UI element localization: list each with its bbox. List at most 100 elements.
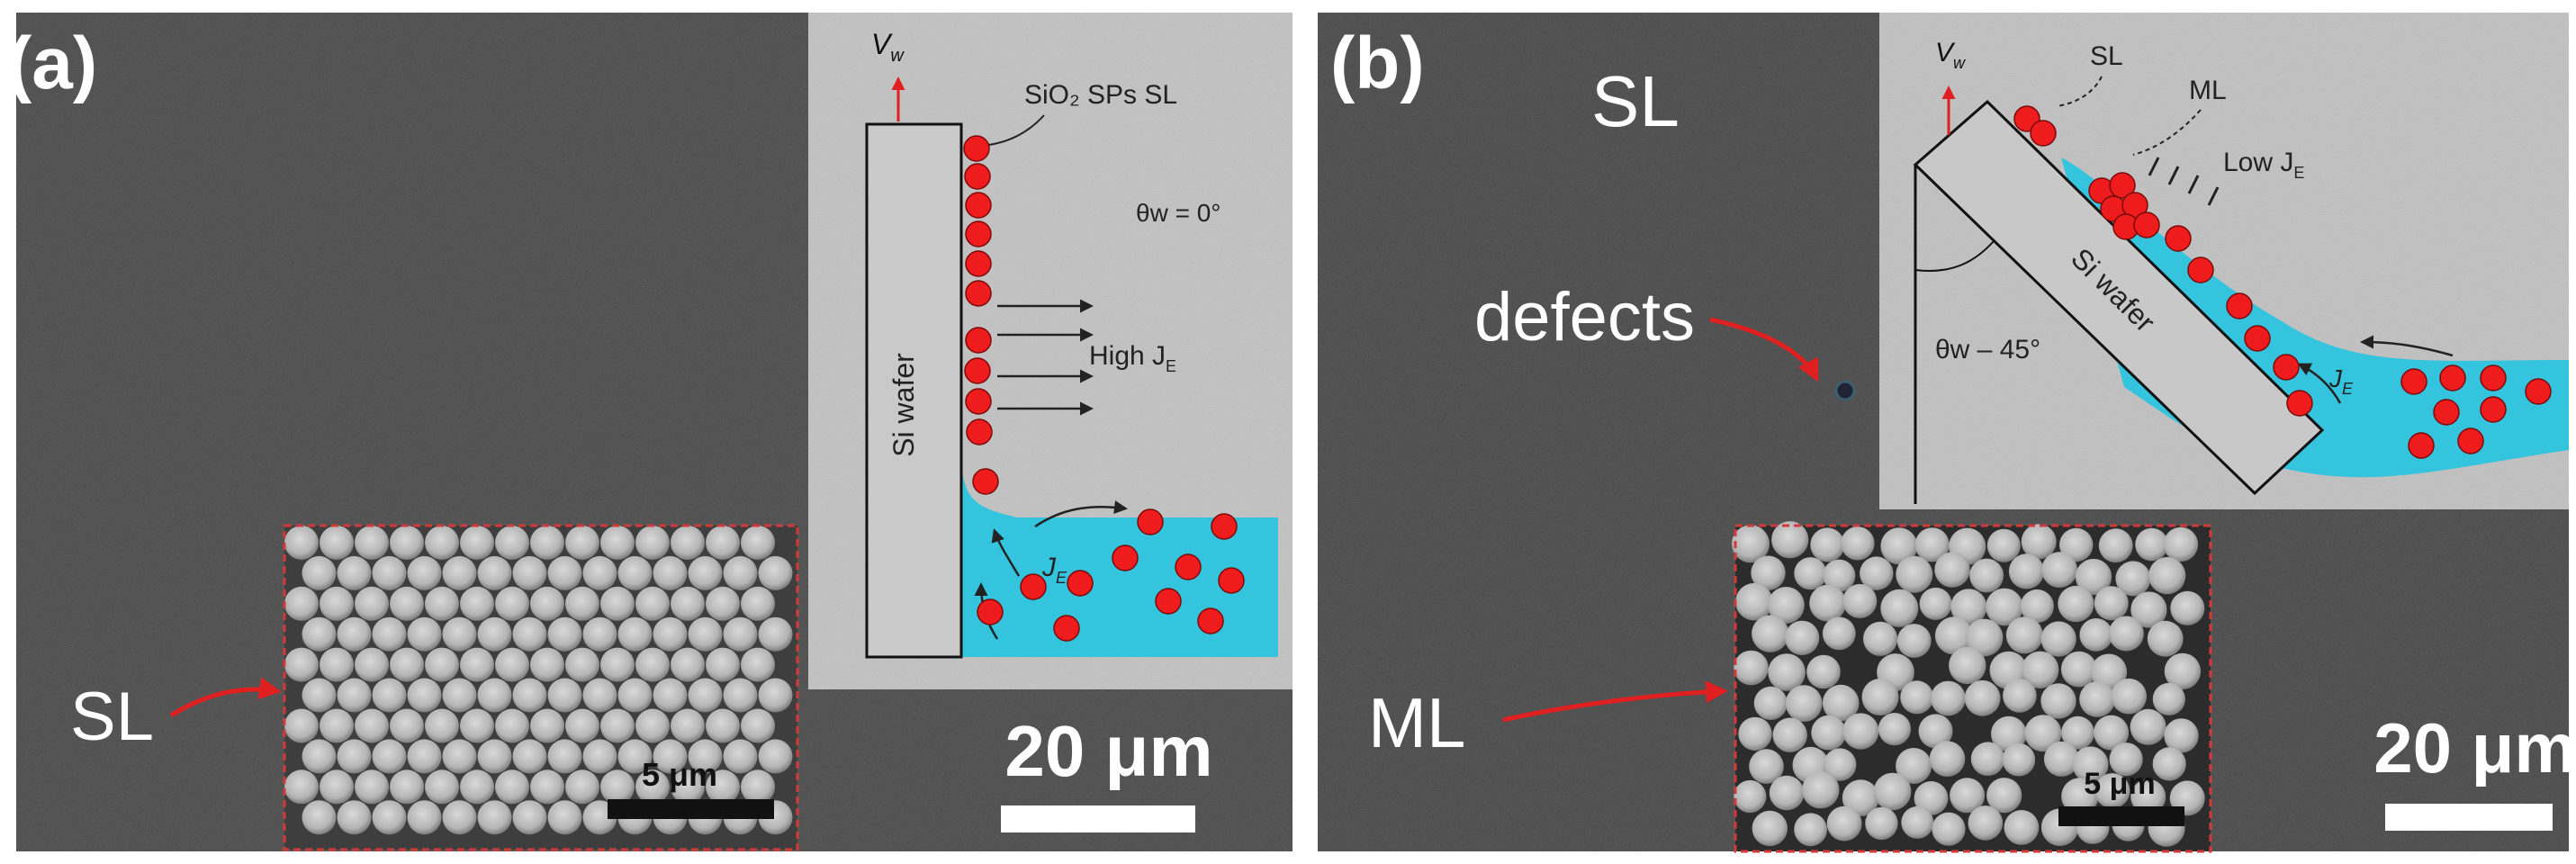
sphere (1752, 615, 1789, 652)
sphere (2079, 618, 2113, 652)
sphere (653, 616, 688, 652)
sphere (1772, 717, 1807, 752)
sphere (302, 555, 337, 590)
packed-spheres-a (284, 526, 793, 835)
ml-label-b: ML (1368, 683, 1465, 762)
sphere (2135, 527, 2168, 562)
sphere (1969, 558, 2004, 593)
sphere (1896, 624, 1932, 658)
velocity-label-a: Vw (871, 28, 905, 66)
flow-arrows-b (2297, 335, 2454, 404)
sphere (1811, 715, 1847, 751)
sphere (565, 526, 599, 560)
panel-label-a: (a) (7, 22, 97, 104)
sphere (407, 800, 442, 835)
panel-b: Si wafer θw – 45° Vw SL ML Low JE (1318, 13, 2576, 853)
sphere (1880, 589, 1919, 627)
sphere (723, 616, 758, 652)
sphere (425, 708, 459, 743)
sphere (547, 555, 582, 590)
sphere (442, 678, 477, 713)
sphere (337, 800, 372, 835)
sphere (372, 555, 407, 590)
zoom-inset-b: 5 μm (1732, 521, 2212, 853)
zoom-scale-label-b: 5 μm (2084, 767, 2155, 801)
sphere (635, 647, 670, 682)
sphere (1842, 779, 1879, 816)
sphere (407, 555, 442, 590)
scale-bar-b (2385, 804, 2553, 831)
sphere (512, 555, 547, 590)
sphere (372, 800, 407, 835)
sphere (302, 678, 337, 713)
sphere (390, 586, 424, 621)
scale-bar-a (1001, 806, 1195, 832)
sphere (512, 739, 547, 774)
sphere (1771, 521, 1809, 559)
sphere (2022, 651, 2059, 688)
sphere (2163, 526, 2199, 562)
sphere (582, 678, 617, 713)
sphere (1914, 781, 1949, 815)
sphere (2152, 747, 2186, 781)
sphere (337, 678, 372, 713)
sphere (284, 647, 319, 682)
sphere (2108, 616, 2144, 652)
sphere (1950, 778, 1986, 814)
sphere (1932, 812, 1966, 846)
sphere (460, 586, 494, 621)
sphere (547, 739, 582, 774)
schematic-inset-b: Si wafer θw – 45° Vw SL ML Low JE (1879, 13, 2569, 509)
sphere (2040, 621, 2076, 657)
sphere (1768, 653, 1806, 691)
sphere (2130, 708, 2166, 745)
sphere (635, 526, 670, 560)
sphere (1823, 559, 1856, 592)
sphere (355, 647, 389, 682)
sphere (2024, 715, 2062, 752)
sphere (442, 800, 477, 835)
sphere (688, 739, 723, 774)
sphere (617, 739, 653, 774)
sphere (600, 770, 635, 805)
sphere (425, 586, 459, 621)
sphere (372, 616, 407, 652)
sphere (320, 770, 354, 805)
sphere (706, 526, 740, 560)
sphere (530, 708, 564, 743)
sphere (2109, 742, 2143, 777)
sphere (284, 770, 319, 805)
sphere (372, 739, 407, 774)
sphere (1970, 742, 2005, 776)
sphere (547, 616, 582, 652)
ml-arrow-b (1502, 680, 1728, 723)
sphere (530, 647, 564, 682)
sphere (2130, 591, 2167, 628)
sphere (1950, 589, 1987, 626)
sphere (706, 647, 740, 682)
sphere (460, 647, 494, 682)
sphere (2170, 590, 2205, 626)
sphere (2005, 616, 2043, 654)
sphere (547, 800, 582, 835)
sphere (495, 526, 529, 560)
sphere (302, 800, 337, 835)
sphere (1878, 713, 1911, 746)
sphere (706, 708, 740, 743)
sphere (600, 647, 635, 682)
sphere (2094, 586, 2129, 621)
sphere (530, 526, 564, 560)
flux-low-label-b: Low JE (2223, 148, 2304, 182)
sphere (1738, 716, 1772, 752)
sphere (2040, 683, 2076, 719)
sphere (671, 708, 705, 743)
zoom-frame-b (1734, 524, 2212, 853)
sphere (320, 526, 354, 560)
sphere (741, 647, 775, 682)
sphere (320, 586, 354, 621)
sphere (442, 555, 477, 590)
sphere (2111, 678, 2147, 715)
sphere (2020, 589, 2054, 624)
sphere (2098, 528, 2133, 563)
sphere (477, 739, 512, 774)
